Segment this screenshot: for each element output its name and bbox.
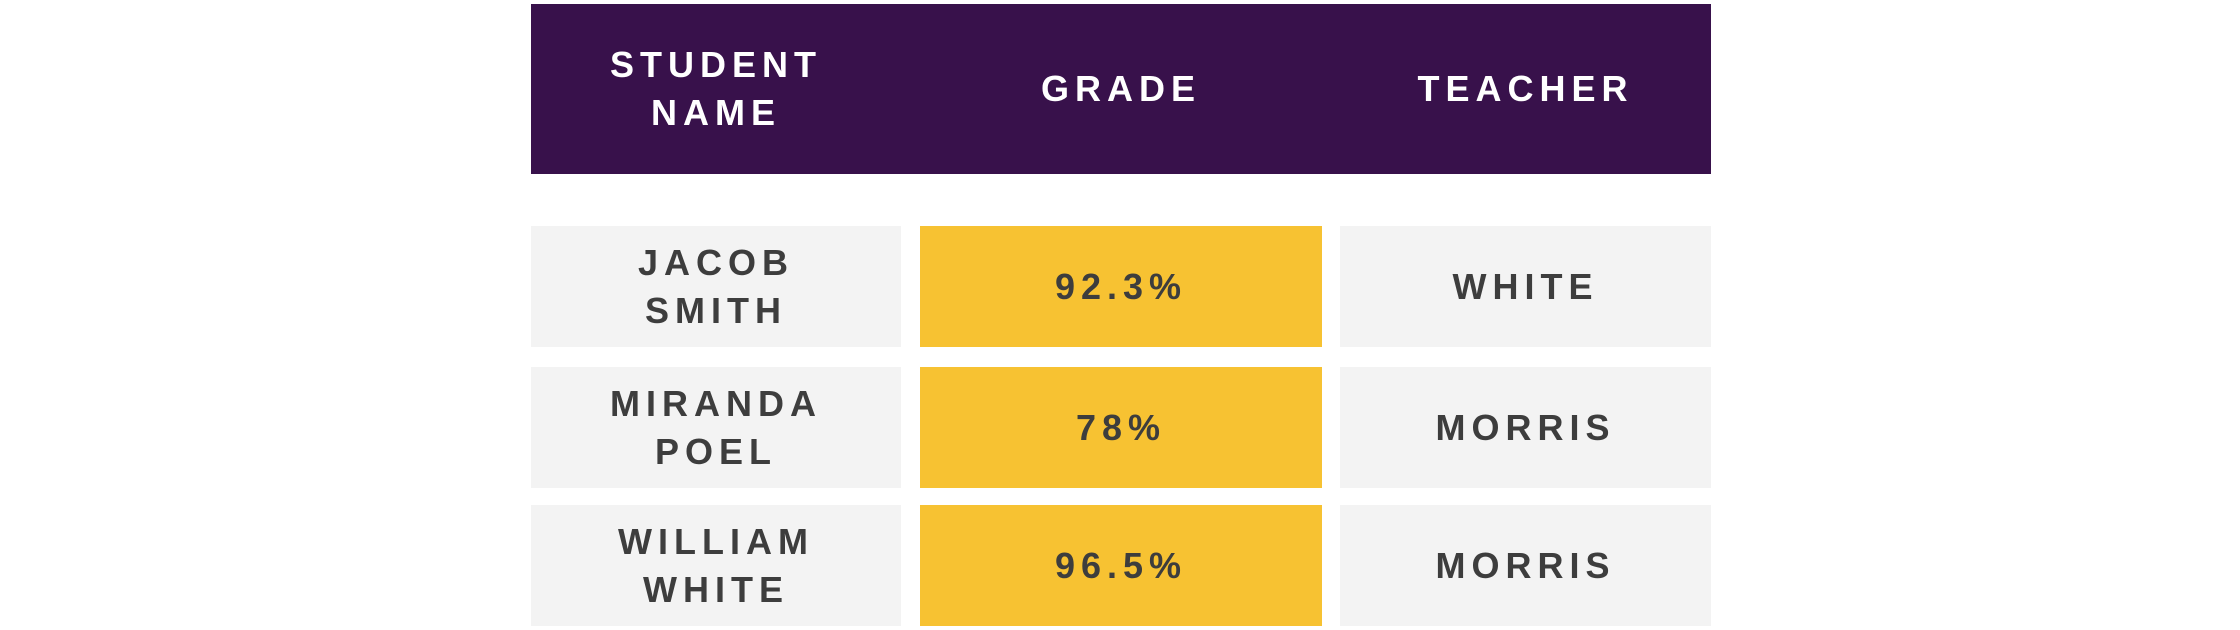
table-row: JACOB SMITH 92.3% WHITE [531,226,1711,347]
grade-cell: 78% [920,367,1322,488]
header-teacher: TEACHER [1417,68,1634,109]
table-header: STUDENT NAME GRADE TEACHER [531,4,1711,174]
header-student-name: STUDENT NAME [610,44,822,133]
teacher-cell: MORRIS [1340,505,1711,626]
table-row: MIRANDA POEL 78% MORRIS [531,367,1711,488]
student-name-cell: JACOB SMITH [531,226,901,347]
student-name-cell: WILLIAM WHITE [531,505,901,626]
teacher-cell: WHITE [1340,226,1711,347]
teacher-cell: MORRIS [1340,367,1711,488]
grade-cell: 96.5% [920,505,1322,626]
header-grade: GRADE [1040,68,1201,109]
student-name-cell: MIRANDA POEL [531,367,901,488]
grade-cell: 92.3% [920,226,1322,347]
table-row: WILLIAM WHITE 96.5% MORRIS [531,505,1711,626]
